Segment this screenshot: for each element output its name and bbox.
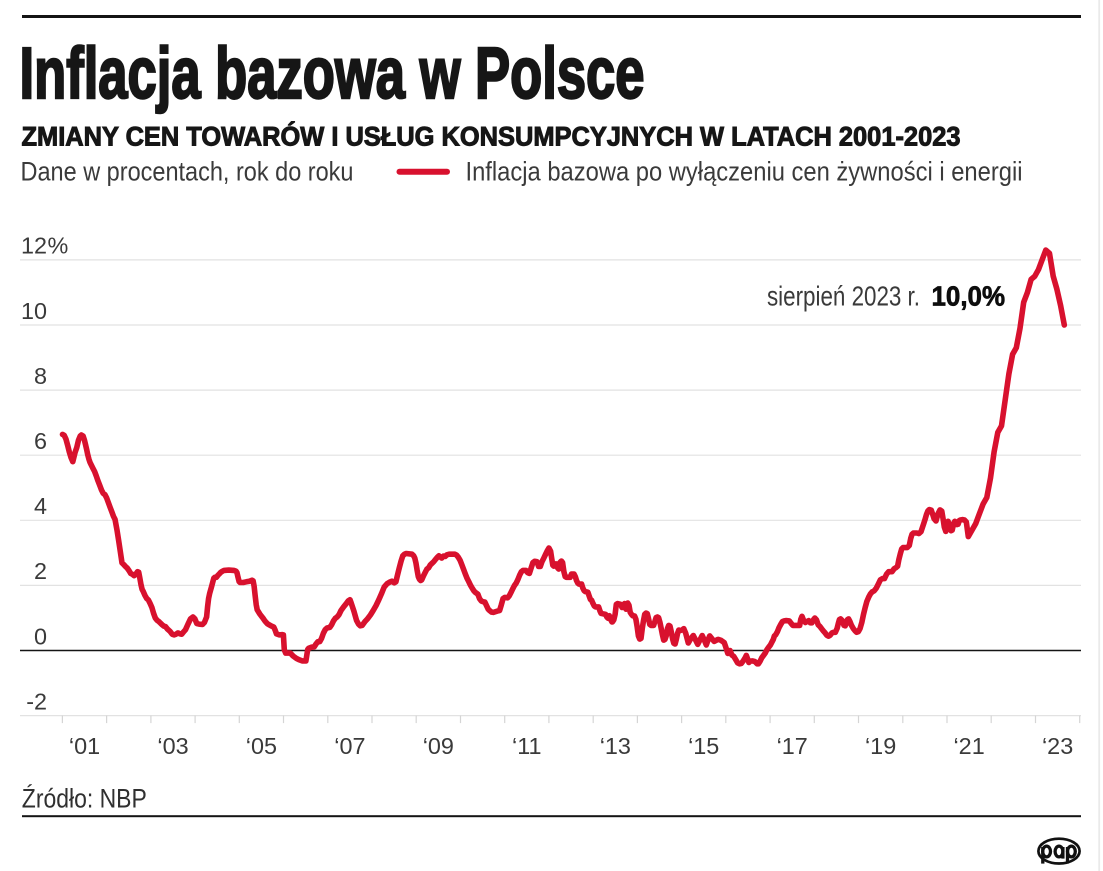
svg-text:‘01: ‘01 — [69, 733, 100, 759]
svg-text:2: 2 — [34, 558, 47, 584]
svg-text:6: 6 — [34, 428, 47, 454]
svg-text:Inflacja bazowa po wyłączeniu: Inflacja bazowa po wyłączeniu cen żywnoś… — [466, 157, 1023, 187]
svg-text:‘23: ‘23 — [1042, 733, 1073, 759]
svg-text:10,0%: 10,0% — [932, 281, 1006, 312]
svg-text:sierpień 2023 r.: sierpień 2023 r. — [767, 281, 920, 312]
svg-text:‘13: ‘13 — [600, 733, 631, 759]
svg-text:‘21: ‘21 — [953, 733, 984, 759]
svg-text:Dane w procentach, rok do roku: Dane w procentach, rok do roku — [21, 157, 354, 187]
svg-text:‘07: ‘07 — [334, 733, 365, 759]
svg-text:Inflacja bazowa w Polsce: Inflacja bazowa w Polsce — [20, 34, 645, 114]
svg-text:Źródło: NBP: Źródło: NBP — [22, 784, 147, 814]
svg-text:‘17: ‘17 — [777, 733, 808, 759]
svg-text:‘11: ‘11 — [512, 733, 541, 759]
svg-text:‘05: ‘05 — [246, 733, 277, 759]
svg-text:ZMIANY CEN TOWARÓW I USŁUG KON: ZMIANY CEN TOWARÓW I USŁUG KONSUMPCYJNYC… — [22, 120, 961, 151]
svg-text:8: 8 — [34, 363, 47, 389]
svg-text:0: 0 — [34, 623, 47, 649]
svg-text:‘19: ‘19 — [865, 733, 896, 759]
svg-text:‘15: ‘15 — [688, 733, 719, 759]
svg-text:-2: -2 — [26, 688, 47, 714]
svg-text:‘09: ‘09 — [423, 733, 454, 759]
svg-text:%: % — [48, 233, 69, 259]
svg-text:12: 12 — [21, 233, 47, 259]
svg-text:10: 10 — [21, 298, 47, 324]
svg-text:‘03: ‘03 — [157, 733, 188, 759]
svg-text:4: 4 — [34, 493, 47, 519]
